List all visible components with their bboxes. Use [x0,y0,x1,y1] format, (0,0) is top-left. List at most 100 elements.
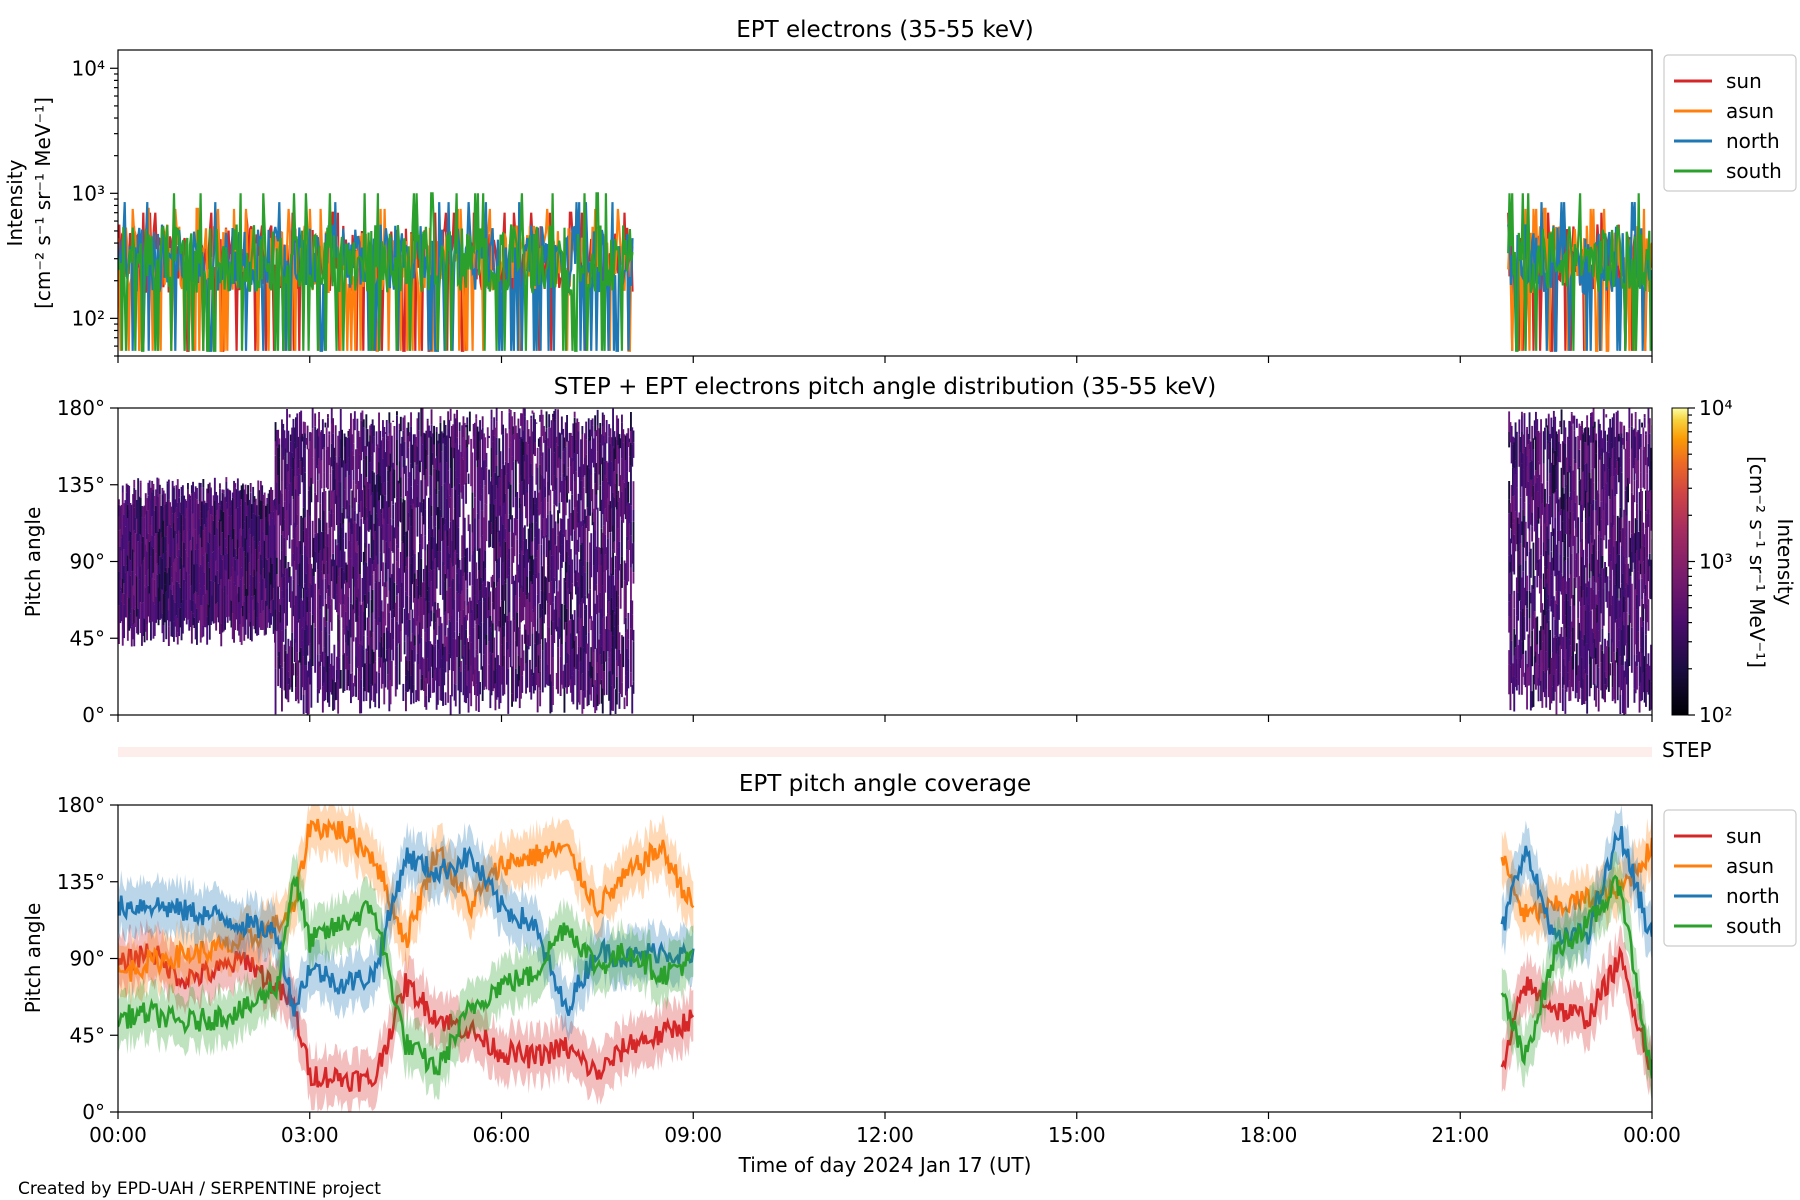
pad-cell [286,653,288,700]
pad-cell [1555,544,1558,592]
pad-cell [411,609,414,634]
pad-cell [316,654,319,688]
pad-cell [566,608,568,623]
pad-cell [1574,502,1577,529]
pad-cell [582,519,585,567]
pad-cell [240,485,243,499]
pad-cell [367,645,370,693]
pad-cell [1596,604,1599,623]
pad-cell [279,664,282,688]
pad-cell [630,465,632,505]
pad-cell [499,606,502,628]
pad-cell [550,681,553,713]
pad-cell [1638,492,1641,532]
pad-cell [1628,614,1631,644]
pad-cell [174,512,177,531]
pad-cell [192,536,194,565]
pad-cell [238,491,241,517]
pad-cell [584,433,586,435]
pad-cell [525,595,527,630]
pad-cell [204,593,207,628]
pad-cell [1622,573,1624,591]
pad-cell [430,505,433,517]
pad-cell [1605,677,1608,690]
pad-cell [198,518,201,535]
pad-cell [483,581,485,602]
pad-cell [1519,600,1522,611]
pad-cell [571,437,574,458]
pad-cell [1547,620,1550,669]
pad-cell [174,499,177,513]
pad-cell [1554,492,1557,517]
pad-cell [498,542,501,558]
pad-cell [324,422,327,428]
pad-cell [245,588,248,620]
pad-cell [567,620,570,654]
pad-cell [248,546,251,563]
pad-cell [213,535,216,583]
pad-cell [204,502,207,528]
pad-cell [438,470,441,491]
pad-cell [1615,586,1618,620]
pad-cell [1604,671,1606,685]
pad-cell [118,516,120,531]
pad-cell [300,515,303,531]
pad-cell [405,531,407,567]
pad-cell [1555,603,1558,638]
pad-cell [467,670,470,713]
pad-cell [198,501,201,519]
pad-cell [428,601,430,614]
pad-cell [596,662,599,673]
pad-cell [1517,645,1519,664]
pad-cell [293,522,296,562]
pad-cell [430,610,433,622]
pad-cell [361,602,364,646]
pad-cell [217,583,220,623]
pad-cell [375,474,378,514]
pad-cell [1522,434,1525,454]
pad-cell [603,525,605,573]
pad-cell [143,585,146,619]
pad-cell [220,623,223,647]
pad-cell [481,488,484,511]
pad-cell [347,516,350,558]
pad-cell [1552,419,1555,454]
pad-cell [1647,408,1650,424]
pad-cell [1526,455,1528,467]
pad-cell [364,663,366,692]
pad-cell [607,628,609,652]
pad-cell [1535,483,1537,531]
pad-cell [439,551,442,583]
pad-cell [257,480,260,516]
pad-cell [580,647,582,661]
pad-cell [1551,448,1554,494]
pad-cell [150,540,152,557]
pad-cell [151,516,154,536]
pad-cell [619,475,622,517]
pad-cell [351,508,354,534]
pad-cell [1641,545,1643,579]
pad-cell [410,463,412,487]
pad-cell [334,456,337,479]
pad-cell [248,585,251,613]
pad-cell [617,490,620,502]
pad-cell [428,586,430,602]
pad-cell [379,476,382,496]
pad-cell [612,425,614,447]
pad-cell [333,559,336,600]
pad-cell [562,428,565,452]
pad-cell [274,497,277,510]
pad-cell [1595,510,1597,551]
pad-cell [594,680,597,714]
pad-cell [569,549,572,592]
pad-cell [1568,639,1571,662]
pad-cell [157,565,160,588]
pad-cell [216,602,219,618]
pad-cell [539,489,542,515]
pad-cell [476,426,479,468]
pad-cell [1627,584,1629,598]
pad-cell [525,629,527,664]
pad-cell [1586,557,1589,587]
pad-cell [615,649,618,661]
pad-cell [605,616,608,662]
